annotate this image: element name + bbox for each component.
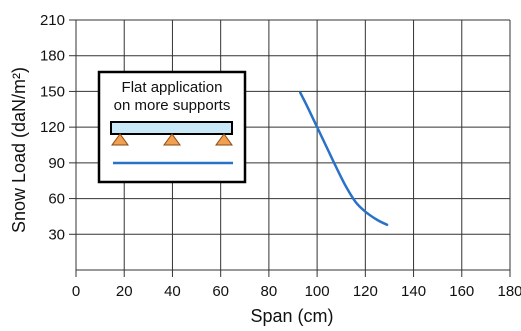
x-tick-labels: 0 20 40 60 80 100 120 140 160 180 — [72, 270, 521, 300]
x-tick-label-2: 40 — [164, 283, 181, 300]
inset-legend: Flat application on more supports — [97, 70, 247, 184]
x-tick-label-0: 0 — [72, 283, 80, 300]
x-tick-label-3: 60 — [212, 283, 229, 300]
y-axis-label: Snow Load (daN/m²) — [9, 67, 29, 233]
inset-support-left — [111, 133, 129, 146]
x-tick-label-5: 100 — [305, 283, 330, 300]
y-tick-label-4: 150 — [40, 83, 65, 100]
x-tick-label-6: 120 — [353, 283, 378, 300]
inset-caption-line1: Flat application — [122, 79, 223, 96]
y-tick-label-1: 60 — [48, 191, 65, 208]
x-tick-label-1: 20 — [116, 283, 133, 300]
y-tick-label-3: 120 — [40, 119, 65, 136]
y-tick-label-0: 30 — [48, 226, 65, 243]
axes — [75, 20, 510, 271]
series-group — [298, 91, 389, 227]
x-axis-label: Span (cm) — [250, 306, 333, 326]
inset-support-right — [215, 133, 233, 146]
inset-caption-line2: on more supports — [114, 97, 231, 114]
y-tick-label-2: 90 — [48, 155, 65, 172]
x-tick-label-7: 140 — [401, 283, 426, 300]
inset-beam — [110, 121, 233, 135]
y-tick-labels: 30 60 90 120 150 180 210 — [40, 12, 76, 243]
grid — [76, 19, 511, 270]
x-tick-label-8: 160 — [449, 283, 474, 300]
series-line-0 — [298, 91, 389, 227]
x-tick-label-9: 180 — [497, 283, 521, 300]
inset-support-middle — [163, 133, 181, 146]
x-tick-label-4: 80 — [261, 283, 278, 300]
y-tick-label-5: 180 — [40, 48, 65, 65]
y-tick-label-6: 210 — [40, 12, 65, 29]
